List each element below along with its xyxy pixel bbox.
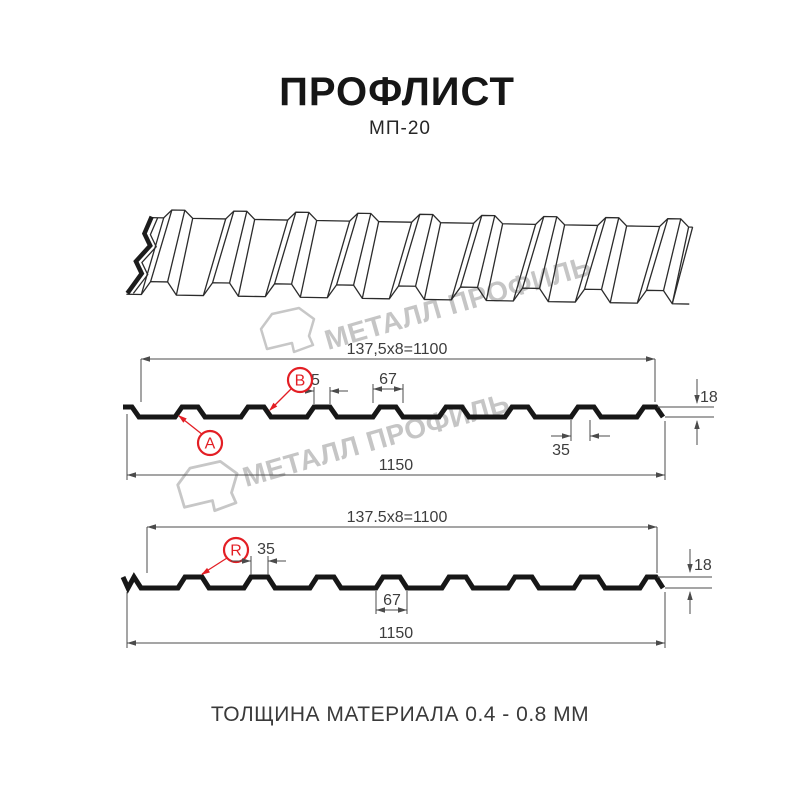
metall-profil-logo-icon <box>259 306 316 354</box>
label-arrowhead <box>269 402 278 411</box>
dim-arrowhead <box>646 356 655 362</box>
dim-height-label: 18 <box>700 389 718 406</box>
rib-line <box>414 214 434 287</box>
label-b: B <box>295 373 306 390</box>
sheet-cut-inner-edge <box>132 217 159 294</box>
dim-total-width-label: 1150 <box>379 457 414 474</box>
rib-line <box>211 210 235 283</box>
dim-arrowhead <box>127 640 136 646</box>
dim-total-width-label: 1150 <box>379 625 414 642</box>
dim-arrowhead <box>147 524 156 530</box>
rib-line <box>237 219 256 297</box>
label-arrowhead <box>201 567 211 575</box>
material-thickness-note: ТОЛЩИНА МАТЕРИАЛА 0.4 - 0.8 ММ <box>211 703 589 726</box>
dim-rib-top-label: 35 <box>257 541 275 558</box>
rib-line <box>352 213 372 286</box>
sheet-top-edge <box>150 209 693 228</box>
dim-pitch-label: 137.5x8=1100 <box>347 509 448 526</box>
rib-line <box>202 218 227 296</box>
dim-arrowhead <box>694 420 700 429</box>
dim-arrowhead <box>127 472 136 478</box>
rib-line <box>273 211 297 284</box>
sheet-right-edge <box>671 226 694 304</box>
profile-outline <box>123 404 666 420</box>
label-b-circle <box>286 366 314 394</box>
dim-arrowhead <box>242 558 251 564</box>
rib-line <box>538 216 558 289</box>
dim-arrowhead <box>141 356 150 362</box>
sheet-3d-drawing <box>125 209 694 305</box>
dim-arrowhead <box>268 558 277 564</box>
rib-line <box>228 211 248 284</box>
dim-arrowhead <box>687 591 693 600</box>
sheet-cut-edge <box>125 215 154 295</box>
sheet-bottom-edge <box>126 280 690 305</box>
watermark-text: МЕТАЛЛ ПРОФИЛЬ <box>239 387 513 493</box>
rib-line <box>459 215 483 288</box>
profile-diagram-ab: 137,5x8=11003567BA18351150 <box>123 341 718 480</box>
rib-line <box>175 218 194 296</box>
rib-line <box>140 217 165 295</box>
watermark-text: МЕТАЛЛ ПРОФИЛЬ <box>321 250 595 356</box>
rib-line <box>149 209 173 282</box>
rib-line <box>397 214 421 287</box>
rib-line <box>636 226 661 304</box>
dim-arrowhead <box>687 564 693 573</box>
label-r-circle <box>222 536 250 564</box>
dim-arrowhead <box>394 386 403 392</box>
rib-line <box>600 217 620 290</box>
metall-profil-logo-icon <box>176 459 239 513</box>
rib-line <box>326 220 351 298</box>
rib-line <box>388 222 413 300</box>
dim-arrowhead <box>373 386 382 392</box>
dim-arrowhead <box>590 433 599 439</box>
dim-arrowhead <box>656 472 665 478</box>
profile-diagram-r: 137.5x8=1100 R 35 67 18 1150 <box>120 509 712 648</box>
rib-line <box>361 221 380 299</box>
dim-pitch-label: 137,5x8=1100 <box>347 341 448 358</box>
page-subtitle: МП-20 <box>369 118 431 139</box>
dim-arrowhead <box>398 607 407 613</box>
rib-line <box>423 222 442 300</box>
rib-line <box>476 215 496 288</box>
rib-line <box>547 224 566 302</box>
rib-line <box>450 223 475 301</box>
label-a: A <box>205 436 216 453</box>
rib-line <box>299 220 318 298</box>
rib-line <box>521 216 545 289</box>
rib-line <box>264 219 289 297</box>
rib-line <box>645 218 669 291</box>
dim-label: 67 <box>379 371 397 388</box>
dim-arrowhead <box>648 524 657 530</box>
label-arrowhead <box>178 415 187 423</box>
dim-arrowhead <box>694 395 700 404</box>
label-r: R <box>230 543 242 560</box>
rib-line <box>166 210 186 283</box>
rib-line <box>335 213 359 286</box>
rib-line <box>485 223 504 301</box>
page-title: ПРОФЛИСТ <box>279 70 515 114</box>
rib-line <box>609 225 628 303</box>
dim-rib-bottom-label: 35 <box>552 442 570 459</box>
dim-arrowhead <box>376 607 385 613</box>
rib-line <box>574 225 599 303</box>
profile-outline <box>120 572 666 594</box>
rib-line <box>290 212 310 285</box>
dim-arrowhead <box>562 433 571 439</box>
rib-line <box>583 217 607 290</box>
rib-line <box>662 218 682 291</box>
dim-rib-base-label: 67 <box>383 592 401 609</box>
dim-height-label: 18 <box>694 557 712 574</box>
dim-arrowhead <box>330 388 339 394</box>
dim-arrowhead <box>656 640 665 646</box>
label-a-circle <box>196 429 224 457</box>
rib-line <box>512 224 537 302</box>
